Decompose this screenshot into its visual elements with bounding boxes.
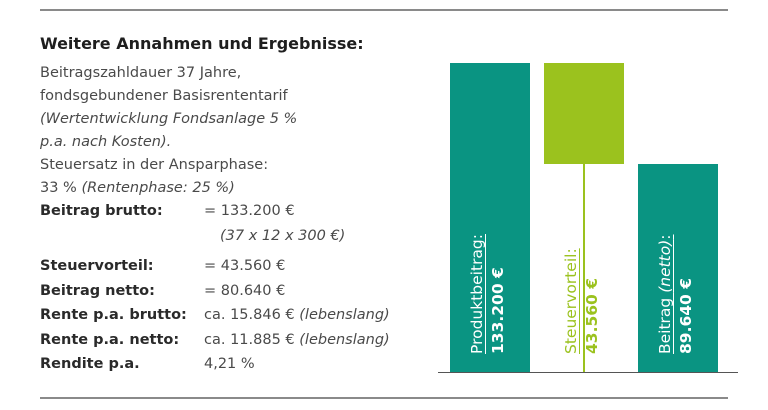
top-rule <box>40 9 728 11</box>
result-label: Rendite p.a. <box>40 356 140 372</box>
assumption-line: p.a. nach Kosten). <box>40 134 172 150</box>
bar-label-1: Produktbeitrag: 133.200 € <box>467 234 509 354</box>
bar-1 <box>450 63 530 372</box>
result-note: (lebenslang) <box>299 332 390 348</box>
result-note: (lebenslang) <box>299 307 390 323</box>
bar-value-label: 89.640 € <box>677 278 695 354</box>
assumption-line: Beitragszahldauer 37 Jahre, <box>40 65 242 81</box>
result-amount: ca. 11.885 € <box>204 332 300 348</box>
bar-category-label: Beitrag (netto): <box>656 234 674 354</box>
result-value: ca. 15.846 € (lebenslang) <box>204 307 390 323</box>
bar-connector-line <box>583 164 585 372</box>
chart-baseline <box>438 372 738 373</box>
result-label: Beitrag netto: <box>40 283 155 299</box>
bar-value-label: 43.560 € <box>583 278 601 354</box>
assumptions-text: Beitragszahldauer 37 Jahre, fondsgebunde… <box>40 62 380 200</box>
result-label: Rente p.a. brutto: <box>40 307 187 323</box>
assumption-line: (Wertentwicklung Fondsanlage 5 % <box>40 111 298 127</box>
bar-category-label: Steuervorteil: <box>562 248 580 354</box>
tax-rate: 33 % <box>40 180 82 196</box>
result-label: Rente p.a. netto: <box>40 332 180 348</box>
result-value: = 43.560 € <box>204 258 286 274</box>
assumption-line: Steuersatz in der Ansparphase: <box>40 157 269 173</box>
bottom-rule <box>40 397 728 399</box>
assumption-line: 33 % (Rentenphase: 25 %) <box>40 177 380 200</box>
result-label: Steuervorteil: <box>40 258 154 274</box>
tax-rate-note: (Rentenphase: 25 %) <box>81 180 235 196</box>
result-amount: ca. 15.846 € <box>204 307 300 323</box>
result-value: = 80.640 € <box>204 283 286 299</box>
result-value: ca. 11.885 € (lebenslang) <box>204 332 390 348</box>
bar-value-label: 133.200 € <box>489 267 507 354</box>
bar-2 <box>544 63 624 165</box>
assumption-line: fondsgebundener Basisrententarif <box>40 88 288 104</box>
section-heading: Weitere Annahmen und Ergebnisse: <box>40 34 364 53</box>
bar-label-3: Beitrag (netto): 89.640 € <box>655 234 697 354</box>
result-label: Beitrag brutto: <box>40 203 163 219</box>
bar-category-label: Produktbeitrag: <box>468 234 486 354</box>
calculation-note: (37 x 12 x 300 €) <box>220 228 346 244</box>
bar-3 <box>638 164 718 372</box>
result-value: = 133.200 € <box>204 203 295 219</box>
bar-label-2: Steuervorteil: 43.560 € <box>561 248 603 354</box>
result-value: 4,21 % <box>204 356 255 372</box>
